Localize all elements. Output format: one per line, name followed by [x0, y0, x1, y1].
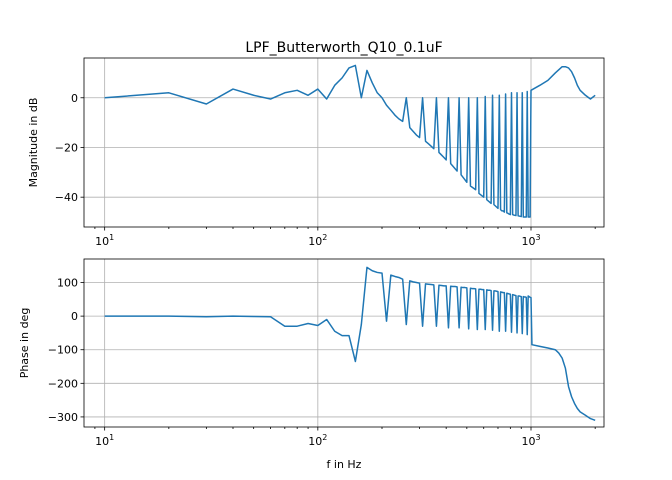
phase-axes-frame [83, 258, 605, 428]
x-tick-label: 102 [308, 233, 327, 248]
x-tick-label: 101 [95, 433, 114, 448]
chart-title: LPF_Butterworth_Q10_0.1uF [245, 40, 442, 56]
magnitude-y-label: Magnitude in dB [27, 98, 40, 188]
x-tick-label: 101 [95, 233, 114, 248]
x-tick-label: 103 [521, 233, 540, 248]
x-tick-label-base: 10 [95, 235, 109, 248]
y-tick-label: −300 [48, 411, 78, 424]
x-tick-label-base: 10 [308, 235, 322, 248]
phase-y-label: Phase in deg [18, 308, 31, 379]
y-tick-label: −100 [48, 344, 78, 357]
x-tick-label: 103 [521, 433, 540, 448]
x-tick-label-exp: 3 [535, 233, 540, 242]
phase-grid [84, 259, 604, 427]
x-tick-label-base: 10 [521, 435, 535, 448]
y-tick-label: 100 [57, 277, 78, 290]
y-tick-label: 0 [71, 92, 78, 105]
x-tick-label-exp: 2 [322, 433, 327, 442]
x-axis-label: f in Hz [327, 458, 362, 471]
x-tick-label-exp: 1 [109, 433, 114, 442]
x-tick-label-exp: 2 [322, 233, 327, 242]
x-tick-label-base: 10 [95, 435, 109, 448]
magnitude-axes-frame [83, 57, 605, 228]
magnitude-plot: LPF_Butterworth_Q10_0.1uF 101 102 1030−20−… [27, 40, 605, 248]
y-tick-label: 0 [71, 310, 78, 323]
y-tick-label: −40 [55, 191, 78, 204]
magnitude-line [104, 64, 596, 218]
x-tick-label-exp: 1 [109, 233, 114, 242]
phase-line [104, 266, 596, 421]
x-tick-label-base: 10 [308, 435, 322, 448]
x-tick-label-exp: 3 [535, 433, 540, 442]
x-tick-label: 102 [308, 433, 327, 448]
y-tick-label: −20 [55, 141, 78, 154]
x-tick-label-base: 10 [521, 235, 535, 248]
y-tick-label: −200 [48, 377, 78, 390]
